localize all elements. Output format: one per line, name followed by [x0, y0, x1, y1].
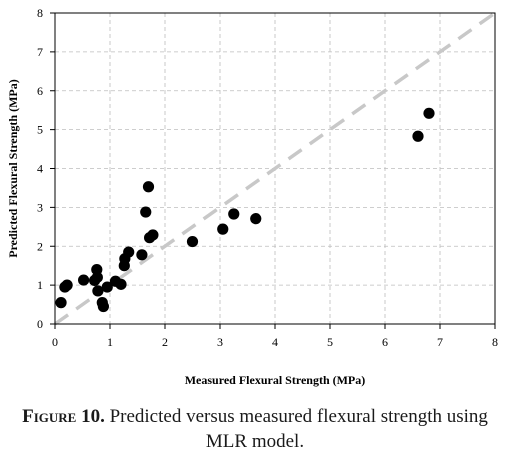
x-tick-label: 7 [437, 335, 443, 349]
data-point [115, 278, 127, 290]
data-point [55, 297, 67, 309]
data-points [55, 107, 435, 313]
caption-label: Figure 10. [22, 406, 105, 427]
data-point [136, 249, 148, 261]
data-point [412, 130, 424, 142]
data-point [97, 300, 109, 313]
y-tick-label: 8 [37, 6, 43, 20]
data-point [101, 281, 113, 293]
data-point [142, 181, 155, 193]
data-point [140, 206, 152, 218]
x-tick-label: 0 [52, 335, 58, 349]
x-tick-label: 5 [327, 335, 333, 349]
y-tick-label: 2 [37, 239, 43, 253]
x-tick-label: 8 [492, 335, 498, 349]
y-tick-label: 6 [37, 84, 43, 98]
data-point [91, 271, 103, 283]
y-tick-label: 7 [37, 45, 43, 59]
y-tick-label: 3 [37, 200, 43, 214]
caption-text: Predicted versus measured flexural stren… [104, 406, 488, 452]
data-point [250, 213, 262, 225]
data-point [186, 235, 199, 248]
x-tick-label: 3 [217, 335, 223, 349]
x-axis-title: Measured Flexural Strength (MPa) [185, 373, 366, 387]
data-point [92, 285, 104, 297]
y-axis-ticks: 0 1 2 3 4 5 6 7 8 [37, 6, 55, 331]
y-tick-label: 0 [37, 317, 43, 331]
data-point [61, 279, 73, 291]
y-axis-title: Predicted Flexural Strength (MPa) [6, 79, 20, 258]
x-tick-label: 6 [382, 335, 388, 349]
reference-line [53, 11, 497, 326]
x-tick-label: 1 [107, 335, 113, 349]
data-point [147, 229, 159, 241]
y-tick-label: 4 [37, 162, 43, 176]
y-tick-label: 1 [37, 278, 43, 292]
figure-caption: Figure 10. Predicted versus measured fle… [0, 404, 510, 454]
data-point [217, 223, 229, 235]
data-point [423, 107, 435, 119]
y-tick-label: 5 [37, 123, 43, 137]
data-point [78, 274, 90, 286]
data-point [123, 246, 135, 258]
x-axis-ticks: 0 1 2 3 4 5 6 7 8 [52, 324, 498, 349]
x-tick-label: 4 [272, 335, 278, 349]
data-point [228, 208, 240, 220]
scatter-chart: 0 1 2 3 4 5 6 7 8 0 1 2 3 4 5 6 7 8 Measured Flexural St… [6, 6, 498, 387]
x-tick-label: 2 [162, 335, 168, 349]
reference-line-layer [53, 11, 497, 326]
